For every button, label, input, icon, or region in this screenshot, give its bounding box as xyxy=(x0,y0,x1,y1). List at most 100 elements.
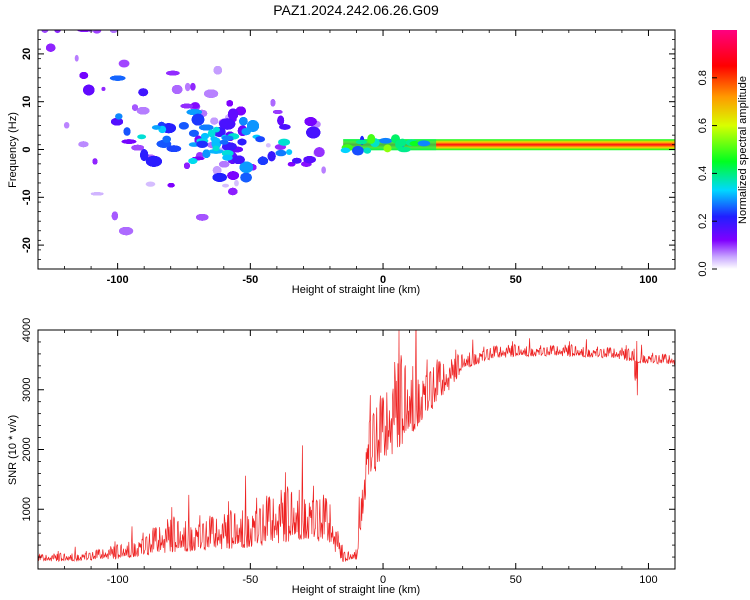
heatmap-blob xyxy=(83,84,95,96)
heatmap-blob xyxy=(111,117,123,126)
heatmap-blob xyxy=(123,127,131,136)
colorbar-tick-label: 0.6 xyxy=(697,118,709,133)
y-tick-label: 3000 xyxy=(21,378,33,402)
heatmap-blob xyxy=(232,155,245,164)
heatmap-speckle xyxy=(212,166,222,175)
heatmap-blob xyxy=(186,109,202,116)
x-tick-label: 0 xyxy=(380,274,386,286)
heatmap-blob xyxy=(239,161,254,173)
heatmap-hotspot xyxy=(212,145,220,152)
heatmap-tone-band xyxy=(343,139,675,151)
heatmap-speckle xyxy=(235,106,246,116)
heatmap-blob xyxy=(145,155,162,167)
heatmap-speckle xyxy=(131,144,144,151)
heatmap-blob xyxy=(208,149,224,154)
x-tick-label: -50 xyxy=(242,574,258,586)
heatmap-hotspot xyxy=(222,154,233,161)
heatmap-hotspot xyxy=(188,129,199,137)
y-tick-label: -20 xyxy=(21,237,33,253)
heatmap-speckle xyxy=(287,161,296,167)
heatmap-speckle xyxy=(136,107,150,115)
heatmap-blob xyxy=(279,124,291,130)
heatmap-speckle xyxy=(273,109,283,114)
snr-series xyxy=(38,330,675,563)
heatmap-blob xyxy=(241,127,251,136)
snr-xlabel: Height of straight line (km) xyxy=(292,584,420,596)
heatmap-tone-blob xyxy=(409,140,420,147)
heatmap-speckle xyxy=(46,43,56,52)
heatmap-speckle xyxy=(226,100,233,107)
heatmap-hotspot xyxy=(286,149,293,155)
heatmap-speckle xyxy=(265,143,271,148)
heatmap-tone-blob xyxy=(398,138,407,147)
heatmap-blob xyxy=(239,117,248,126)
heatmap-blob xyxy=(292,157,302,164)
heatmap-hotspot xyxy=(210,136,218,142)
heatmap-blob xyxy=(121,139,137,144)
heatmap-tone-blob xyxy=(355,139,367,145)
heatmap-speckle xyxy=(304,117,317,126)
heatmap-speckle xyxy=(228,187,238,196)
figure-title: PAZ1.2024.242.06.26.G09 xyxy=(273,2,439,18)
heatmap-speckle xyxy=(74,54,79,62)
heatmap-hotspot xyxy=(207,129,216,138)
colorbar-tick-label: 0.8 xyxy=(697,70,709,85)
snr-axes: -100 -50 0 50 100 1000 2000 3000 4000 xyxy=(21,318,676,586)
heatmap-blob xyxy=(109,75,126,81)
heatmap-tone-blob xyxy=(352,145,364,156)
heatmap-hotspot xyxy=(178,121,189,130)
heatmap-speckle xyxy=(213,65,222,75)
heatmap-speckle xyxy=(78,141,89,148)
heatmap-blob xyxy=(240,172,252,183)
heatmap-hotspot xyxy=(151,125,161,130)
heatmap-speckle xyxy=(190,102,200,109)
heatmap-blob xyxy=(219,118,236,130)
colorbar-tick-label: 0.2 xyxy=(697,214,709,229)
heatmap-tone-blob xyxy=(397,146,411,153)
heatmap-blob xyxy=(138,88,149,97)
heatmap-speckle xyxy=(227,171,239,180)
heatmap-blob xyxy=(166,145,182,152)
heatmap-blob xyxy=(306,126,321,139)
snr-ylabel: SNR (10 * v/v) xyxy=(7,415,19,485)
x-tick-label: 50 xyxy=(510,574,522,586)
colorbar-gradient xyxy=(712,30,737,269)
heatmap-speckle xyxy=(180,103,193,109)
heatmap-speckle xyxy=(118,59,130,68)
heatmap-speckle xyxy=(184,82,191,92)
heatmap-speckle xyxy=(92,30,102,34)
heatmap-hotspot xyxy=(221,135,234,141)
heatmap-blob xyxy=(212,172,227,182)
y-tick-label: 10 xyxy=(21,96,33,108)
heatmap-blob xyxy=(79,72,89,79)
heatmap-tone-blob xyxy=(363,147,372,154)
x-tick-label: 100 xyxy=(639,574,657,586)
heatmap-blob xyxy=(257,156,269,165)
spectrogram-ylabel: Frequency (Hz) xyxy=(7,112,19,188)
heatmap-blob xyxy=(303,156,316,164)
heatmap-speckle xyxy=(270,99,276,107)
heatmap-tone-blob xyxy=(340,147,351,154)
heatmap-blob xyxy=(202,149,211,158)
heatmap-speckle xyxy=(184,162,190,169)
heatmap-blob xyxy=(227,108,239,120)
colorbar-label: Normalized spectral amplitude xyxy=(737,76,749,224)
heatmap-speckle xyxy=(190,82,196,91)
heatmap-blob xyxy=(199,124,214,131)
heatmap-hotspot xyxy=(200,132,210,140)
y-tick-label: 0 xyxy=(21,146,33,152)
heatmap-speckle xyxy=(166,70,180,76)
heatmap-speckle xyxy=(92,158,98,165)
heatmap-hotspot xyxy=(213,126,220,133)
heatmap-blob xyxy=(247,120,260,132)
heatmap-tone-blob xyxy=(417,140,431,147)
heatmap-speckle xyxy=(63,121,70,129)
heatmap-blob xyxy=(267,151,276,162)
colorbar-axis: 0.0 0.2 0.4 0.6 0.8 xyxy=(697,70,717,277)
heatmap-blob xyxy=(140,149,149,161)
x-tick-label: -100 xyxy=(107,274,129,286)
heatmap-blob xyxy=(314,147,325,158)
heatmap-hotspot xyxy=(162,135,172,143)
heatmap-speckle xyxy=(54,30,61,34)
